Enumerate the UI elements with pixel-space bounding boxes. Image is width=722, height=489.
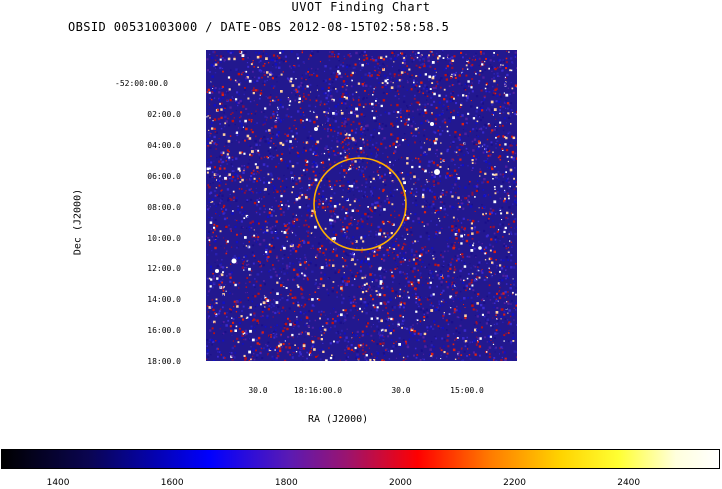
y-tick-label: 18:00.0	[147, 357, 181, 367]
y-tick-label: 14:00.0	[147, 295, 181, 305]
y-tick-label: 04:00.0	[147, 140, 181, 150]
star-mark	[478, 246, 482, 250]
x-tick-label: 30.0	[248, 386, 268, 395]
y-tick-label: 06:00.0	[147, 171, 181, 181]
star-mark	[314, 127, 318, 131]
chart-title: UVOT Finding Chart	[291, 0, 431, 14]
x-tick-label: 18:16:00.0	[293, 386, 343, 395]
y-axis-label: Dec (J2000)	[72, 188, 84, 256]
star-mark	[231, 258, 237, 264]
target-circle	[313, 157, 407, 251]
y-tick-label: 12:00.0	[147, 264, 181, 274]
colorbar-tick-label: 2200	[503, 478, 527, 488]
colorbar-tick-label: 2000	[388, 478, 412, 488]
y-tick-label: 10:00.0	[147, 233, 181, 243]
colorbar-tick-label: 1600	[160, 478, 184, 488]
y-tick-label: -52:00:00.0	[115, 79, 168, 88]
x-tick-label: 30.0	[391, 386, 411, 395]
colorbar-tick-label: 2400	[617, 478, 641, 488]
chart-subtitle: OBSID 00531003000 / DATE-OBS 2012-08-15T…	[68, 20, 450, 34]
colorbar-tick-label: 1400	[46, 478, 70, 488]
star-mark	[430, 122, 434, 126]
x-tick-label: 15:00.0	[450, 386, 484, 395]
star-mark	[434, 169, 440, 175]
y-tick-label: 08:00.0	[147, 202, 181, 212]
sky-image	[206, 50, 517, 361]
x-axis-label: RA (J2000)	[308, 414, 369, 425]
colorbar-tick-label: 1800	[274, 478, 298, 488]
y-tick-label: 02:00.0	[147, 109, 181, 119]
star-mark	[215, 269, 219, 273]
sky-noise	[206, 50, 517, 361]
y-tick-label: 16:00.0	[147, 326, 181, 336]
sky-image-svg	[206, 50, 517, 361]
colorbar	[1, 449, 720, 469]
